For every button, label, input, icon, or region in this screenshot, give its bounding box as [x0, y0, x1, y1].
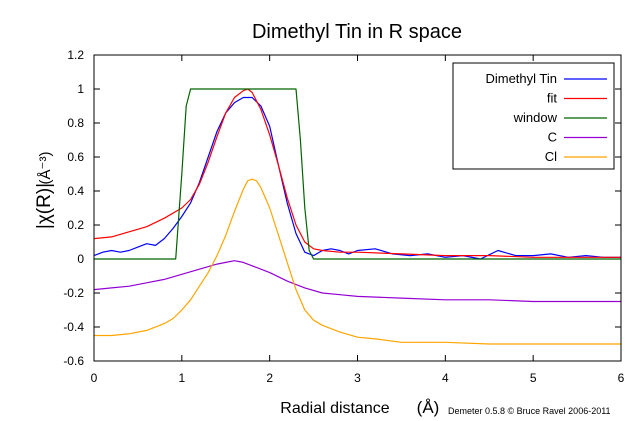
series-line-c — [93, 260, 621, 303]
series-line-cl — [94, 178, 621, 345]
y-axis-unit: (Å⁻³) — [37, 152, 54, 185]
y-tick-label: -0.4 — [63, 320, 84, 334]
axis-ticks — [93, 54, 622, 362]
x-tick-label: 3 — [354, 371, 361, 385]
y-tick-label: 0.4 — [67, 184, 84, 198]
legend-label-fit: fit — [547, 91, 558, 106]
y-tick-labels: -0.6 -0.4 -0.2 0 0.2 0.4 0.6 0.8 1 1.2 — [63, 48, 84, 368]
y-tick-label: 1 — [77, 82, 84, 96]
legend-label-dimethyl-tin: Dimethyl Tin — [485, 71, 557, 86]
x-axis-unit: (Å) — [417, 398, 440, 417]
y-tick-label: -0.6 — [63, 354, 84, 368]
series-line-dimethyl-tin — [93, 96, 621, 260]
legend-entries: Dimethyl Tin fit window C Cl — [485, 71, 607, 164]
y-tick-label: 1.2 — [67, 48, 84, 62]
series-lines — [93, 88, 621, 345]
y-tick-label: 0.8 — [67, 116, 84, 130]
chart-title: Dimethyl Tin in R space — [252, 21, 462, 43]
y-tick-label: 0.2 — [67, 218, 84, 232]
x-tick-label: 4 — [442, 371, 449, 385]
y-tick-label: 0.6 — [67, 150, 84, 164]
legend-label-window: window — [513, 110, 558, 125]
y-tick-label: 0 — [77, 252, 84, 266]
credit-text: Demeter 0.5.8 © Bruce Ravel 2006-2011 — [448, 406, 611, 416]
series-line-window — [94, 88, 621, 260]
x-tick-label: 0 — [91, 371, 98, 385]
x-tick-label: 2 — [266, 371, 273, 385]
y-axis-label: |χ(R)| — [34, 183, 55, 229]
x-tick-label: 6 — [618, 371, 625, 385]
legend-box — [452, 62, 615, 170]
legend-label-c: C — [548, 130, 557, 145]
x-tick-label: 1 — [178, 371, 185, 385]
series-line-fit — [93, 88, 621, 258]
plot-frame — [93, 54, 622, 362]
y-axis-unit-text: (Å⁻³) — [37, 152, 54, 185]
legend: Dimethyl Tin fit window C Cl — [452, 62, 615, 170]
y-axis-label-text: |χ(R)| — [34, 183, 55, 229]
x-axis-label: Radial distance — [280, 400, 390, 417]
x-tick-labels: 0 1 2 3 4 5 6 — [91, 371, 625, 385]
y-tick-label: -0.2 — [63, 286, 84, 300]
x-tick-label: 5 — [530, 371, 537, 385]
legend-label-cl: Cl — [545, 149, 557, 164]
